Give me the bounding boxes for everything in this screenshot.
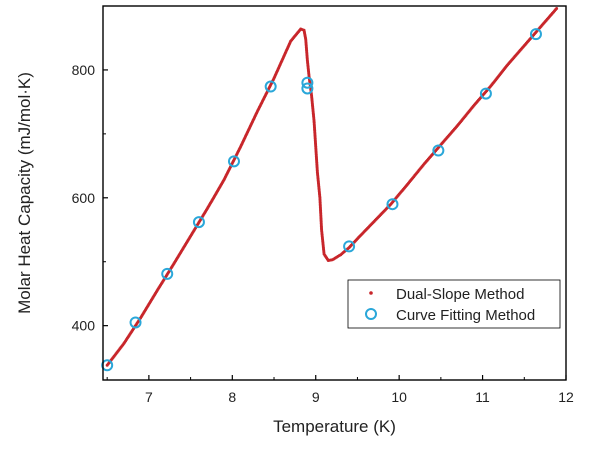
legend-label-curve-fitting: Curve Fitting Method	[396, 307, 535, 324]
curve-fitting-point	[529, 28, 542, 41]
legend: Dual-Slope Method Curve Fitting Method	[347, 279, 561, 329]
y-axis-ticks: 400 600 800	[72, 62, 108, 334]
y-tick-label: 400	[72, 318, 96, 334]
curve-fitting-point	[129, 316, 142, 329]
curve-fitting-point	[479, 87, 492, 100]
dual-slope-series	[105, 6, 559, 367]
curve-fitting-series	[101, 28, 542, 372]
y-tick-label: 800	[72, 62, 96, 78]
plot-area	[101, 6, 559, 372]
curve-fitting-point	[386, 198, 399, 211]
curve-fitting-point	[301, 82, 314, 95]
x-tick-label: 9	[312, 389, 320, 405]
legend-box	[347, 279, 561, 329]
x-tick-label: 12	[558, 389, 574, 405]
curve-fitting-point	[101, 359, 114, 372]
legend-circle-marker	[365, 308, 377, 320]
y-axis-label: Molar Heat Capacity (mJ/mol·K)	[15, 72, 34, 314]
x-axis-ticks: 7 8 9 10 11 12	[106, 375, 574, 405]
x-axis-label: Temperature (K)	[273, 417, 396, 436]
plot-frame	[102, 5, 567, 381]
curve-fitting-point	[192, 216, 205, 229]
curve-fitting-point	[161, 267, 174, 280]
y-tick-label: 600	[72, 190, 96, 206]
curve-fitting-point	[343, 240, 356, 253]
legend-dot-marker	[369, 291, 373, 295]
x-tick-label: 10	[391, 389, 407, 405]
curve-fitting-point	[301, 76, 314, 89]
legend-label-dual-slope: Dual-Slope Method	[396, 286, 524, 303]
curve-fitting-point	[264, 80, 277, 93]
curve-fitting-point	[432, 144, 445, 157]
x-tick-label: 11	[475, 389, 490, 405]
x-tick-label: 8	[228, 389, 236, 405]
curve-fitting-point	[227, 155, 240, 168]
x-tick-label: 7	[145, 389, 153, 405]
dual-slope-point	[555, 6, 559, 10]
